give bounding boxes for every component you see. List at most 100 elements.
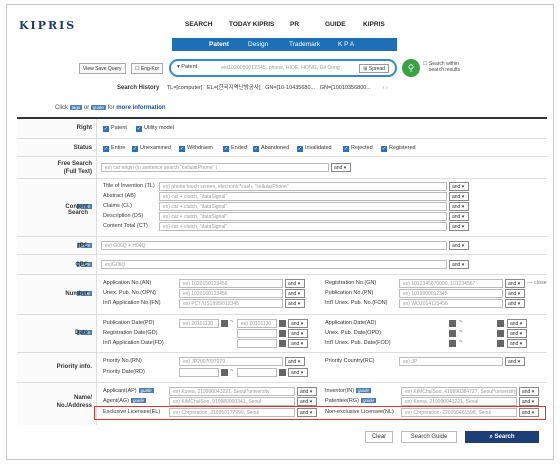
calendar-icon[interactable] (221, 320, 228, 327)
history-item[interactable]: EL=[한국지역난방공사] (207, 85, 260, 91)
close-button[interactable]: — close (527, 280, 547, 286)
calendar-icon[interactable] (221, 369, 228, 376)
search-guide-button[interactable]: Search Guide (401, 431, 457, 443)
input-fn[interactable]: ex) PCT/US1995/012345 (179, 299, 283, 308)
cpc-operator[interactable]: and ▾ (449, 260, 469, 269)
operator-fod[interactable]: and ▾ (507, 339, 527, 348)
checkbox-abandoned[interactable]: ✓Abandoned (253, 145, 289, 152)
input-tl[interactable]: ex) phone touch screen, electronic*cash,… (159, 182, 447, 191)
topnav-search[interactable]: SEARCH (185, 21, 212, 28)
input-pd-from[interactable]: ex) 20101130 (179, 319, 219, 328)
operator-pd[interactable]: and ▾ (288, 319, 308, 328)
operator-fon[interactable]: and ▾ (505, 299, 525, 308)
operator-an[interactable]: and ▾ (285, 279, 305, 288)
operator-pn[interactable]: and ▾ (505, 289, 525, 298)
search-input[interactable]: ex)1020050012345, phone, HIDE, HONG, Gil… (221, 65, 340, 71)
topnav-today-kipris[interactable]: TODAY KIPRIS (229, 21, 274, 28)
input-ds[interactable]: ex) car + clutch, "dataSignal" (159, 212, 447, 221)
operator-cl[interactable]: and ▾ (449, 202, 469, 211)
input-rc[interactable]: ex) JP (399, 357, 503, 366)
tab-kpa[interactable]: K P A (338, 41, 354, 48)
guide-icon[interactable]: guide (356, 388, 371, 393)
input-ct[interactable]: ex) car + clutch, "dataSignal" (159, 222, 447, 231)
tab-trademark[interactable]: Trademark (289, 41, 320, 48)
checkbox-withdrawn[interactable]: ✓Withdrawn (179, 145, 213, 152)
input-ag[interactable]: ex) KIMChulSoo, 919980000341, Seoul (169, 397, 295, 406)
search-go-button[interactable]: ⚲ (402, 59, 420, 77)
search-type-select[interactable]: ▾ Patent (177, 64, 215, 73)
input-rd-to[interactable] (237, 368, 277, 377)
operator-in[interactable]: and ▾ (519, 387, 539, 396)
operator-rg[interactable]: and ▾ (519, 397, 539, 406)
input-rg[interactable]: ex) Korea, 219990043221, Seoul (401, 397, 517, 406)
guide-icon[interactable]: guide (139, 388, 154, 393)
cpc-input[interactable]: ex)G06Q (101, 260, 447, 269)
calendar-icon[interactable] (449, 330, 456, 337)
operator-ab[interactable]: and ▾ (449, 192, 469, 201)
checkbox-unexamined[interactable]: ✓Unexamined (132, 145, 171, 152)
history-item[interactable]: GN=[10-10435680... (265, 85, 315, 91)
input-cl[interactable]: ex) car + clutch, "dataSignal" (159, 202, 447, 211)
input-ab[interactable]: ex) car + clutch, "dataSignal" (159, 192, 447, 201)
input-fon[interactable]: ex) WO2014123456 (399, 299, 503, 308)
ipc-input[interactable]: ex) G06Q + H04Q (101, 241, 447, 250)
calendar-icon[interactable] (497, 340, 504, 347)
calendar-icon[interactable] (497, 330, 504, 337)
calendar-icon[interactable] (279, 369, 286, 376)
calendar-icon[interactable] (279, 330, 286, 337)
tab-patent[interactable]: Patent (209, 41, 229, 48)
checkbox-ended[interactable]: ✓Ended (223, 145, 247, 152)
history-prev-next-icon[interactable]: ‹ › (382, 85, 387, 91)
operator-gn[interactable]: and ▾ (505, 279, 525, 288)
eng-kor-checkbox[interactable]: ☐ Eng-Kor (131, 63, 163, 74)
operator-ap[interactable]: and ▾ (297, 387, 317, 396)
free-search-input[interactable]: ex) car engin (in sentence search "cellu… (101, 163, 329, 172)
operator-opd[interactable]: and ▾ (507, 329, 527, 338)
operator-fd[interactable]: and ▾ (288, 339, 308, 348)
search-within-checkbox[interactable]: ☐ Search within search results (423, 61, 467, 73)
free-search-operator[interactable]: and ▾ (331, 163, 351, 172)
topnav-guide[interactable]: GUIDE (325, 21, 346, 28)
input-opn[interactable]: ex) 1020160123456 (179, 289, 283, 298)
checkbox-patent[interactable]: ✓Patent (103, 125, 127, 132)
input-fd-to[interactable] (237, 339, 277, 348)
tab-design[interactable]: Design (248, 41, 268, 48)
operator-rd[interactable]: and ▾ (288, 368, 308, 377)
clear-button[interactable]: Clear (365, 431, 393, 443)
calendar-icon[interactable] (279, 340, 286, 347)
input-in[interactable]: ex) KIMChulSoo, 419990384727, Seoul*univ… (401, 387, 517, 396)
history-item[interactable]: TL=[computer] (167, 85, 203, 91)
input-gd-to[interactable] (237, 329, 277, 338)
ipc-operator[interactable]: and ▾ (449, 241, 469, 250)
spread-button[interactable]: ⊞ Spread (359, 64, 389, 73)
operator-ag[interactable]: and ▾ (297, 397, 317, 406)
topnav-kipris[interactable]: KIPRIS (363, 21, 385, 28)
operator-ds[interactable]: and ▾ (449, 212, 469, 221)
input-pd-to[interactable]: ex) 20101130 (237, 319, 277, 328)
search-button[interactable]: ⌕ Search (465, 431, 539, 443)
operator-rn[interactable]: and ▾ (285, 357, 305, 366)
input-ap[interactable]: ex) Korea, 219990043221, Seoul*universit… (169, 387, 295, 396)
calendar-icon[interactable] (449, 340, 456, 347)
input-pn[interactable]: ex) 1019990012345 (399, 289, 503, 298)
guide-icon[interactable]: guide (131, 398, 146, 403)
checkbox-rejected[interactable]: ✓Rejected (343, 145, 373, 152)
operator-gd[interactable]: and ▾ (288, 329, 308, 338)
operator-opn[interactable]: and ▾ (285, 289, 305, 298)
operator-rc[interactable]: and ▾ (505, 357, 525, 366)
operator-ct[interactable]: and ▾ (449, 222, 469, 231)
operator-tl[interactable]: and ▾ (449, 182, 469, 191)
checkbox-invalidated[interactable]: ✓Invalidated (297, 145, 332, 152)
calendar-icon[interactable] (449, 320, 456, 327)
topnav-pr[interactable]: PR (290, 21, 299, 28)
checkbox-entire[interactable]: ✓Entire (103, 145, 125, 152)
input-rn[interactable]: ex) JP2007097079 (179, 357, 283, 366)
calendar-icon[interactable] (279, 320, 286, 327)
input-an[interactable]: ex) 1020150123456 (179, 279, 283, 288)
operator-ad[interactable]: and ▾ (507, 319, 527, 328)
checkbox-registered[interactable]: ✓Registered (381, 145, 416, 152)
input-rd-from[interactable] (179, 368, 219, 377)
input-gn[interactable]: ex) 1012345670000, 101234567 (399, 279, 503, 288)
view-save-query-button[interactable]: View Save Query (79, 63, 126, 74)
calendar-icon[interactable] (497, 320, 504, 327)
